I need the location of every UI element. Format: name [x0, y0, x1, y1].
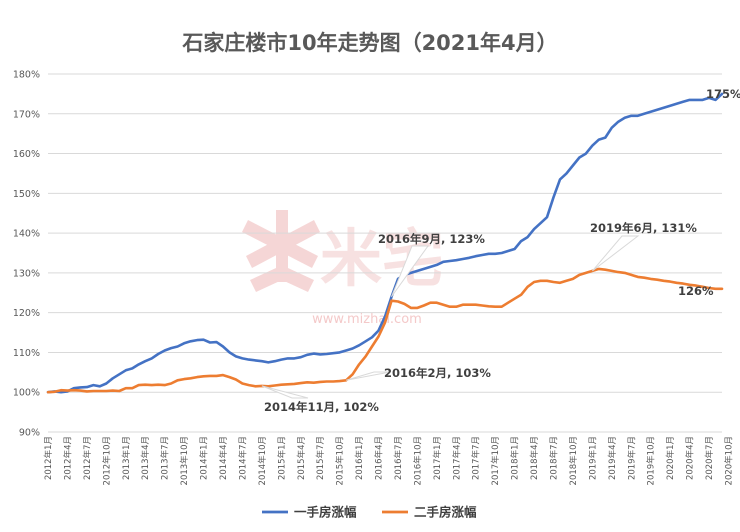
x-tick-label: 2012年10月 [101, 436, 112, 485]
x-tick-label: 2012年4月 [62, 436, 73, 480]
x-tick-label: 2017年4月 [451, 436, 462, 480]
x-tick-label: 2020年4月 [685, 436, 696, 480]
x-tick-label: 2017年10月 [490, 436, 501, 485]
annotation-label: 2016年9月, 123% [378, 232, 485, 246]
y-tick-label: 130% [13, 268, 40, 279]
y-tick-label: 120% [13, 308, 40, 319]
x-tick-label: 2015年4月 [296, 436, 307, 480]
y-axis-ticks: 90% 100% 110% 120% 130% 140% 150% 160% 170% 180% [13, 70, 40, 439]
x-tick-label: 2019年7月 [626, 436, 637, 480]
x-tick-label: 2014年7月 [237, 436, 248, 480]
annotation-label: 2019年6月, 131% [590, 221, 697, 235]
x-axis-ticks: 2012年1月 2012年4月 2012年7月 2012年10月 2013年1月 2013… [43, 436, 734, 485]
x-tick-label: 2013年10月 [179, 436, 190, 485]
series-line-1 [46, 92, 724, 394]
x-tick-label: 2018年7月 [549, 436, 560, 480]
y-tick-label: 180% [13, 70, 40, 81]
x-tick-label: 2015年1月 [276, 436, 287, 480]
annotation-label: 2016年2月, 103% [384, 366, 491, 380]
x-tick-label: 2019年1月 [587, 436, 598, 480]
annotation-label: 126% [678, 284, 714, 298]
x-tick-label: 2016年1月 [354, 436, 365, 480]
chart-title: 石家庄楼市10年走势图（2021年4月） [181, 31, 557, 55]
callout-pointer [391, 245, 429, 298]
x-tick-label: 2014年10月 [257, 436, 268, 485]
watermark-logo: 米宅 [242, 210, 444, 295]
x-tick-label: 2016年7月 [393, 436, 404, 480]
x-tick-label: 2013年7月 [160, 436, 171, 480]
y-tick-label: 90% [19, 428, 40, 439]
x-tick-label: 2012年7月 [82, 436, 93, 480]
x-tick-label: 2018年1月 [510, 436, 521, 480]
x-tick-label: 2017年1月 [432, 436, 443, 480]
annotations: 175% 126% 2016年9月, 123% 2019年6月, 131% 2016年2… [261, 87, 740, 414]
y-tick-label: 170% [13, 109, 40, 120]
x-tick-label: 2015年7月 [315, 436, 326, 480]
x-tick-label: 2019年10月 [646, 436, 657, 485]
legend-label: 二手房涨幅 [414, 505, 477, 520]
x-tick-label: 2017年7月 [471, 436, 482, 480]
x-tick-label: 2019年4月 [607, 436, 618, 480]
watermark-url: www.mizhai.com [312, 312, 422, 327]
legend-label: 一手房涨幅 [294, 505, 357, 520]
x-tick-label: 2020年7月 [704, 436, 715, 480]
series-lines [46, 92, 724, 394]
x-tick-label: 2016年4月 [374, 436, 385, 480]
y-tick-label: 150% [13, 189, 40, 200]
annotation-label: 2014年11月, 102% [264, 400, 379, 414]
y-tick-label: 140% [13, 229, 40, 240]
x-tick-label: 2014年1月 [199, 436, 210, 480]
annotation-label: 175% [706, 87, 740, 101]
y-tick-label: 160% [13, 149, 40, 160]
legend: 一手房涨幅 二手房涨幅 [262, 505, 477, 520]
x-tick-label: 2020年1月 [665, 436, 676, 480]
x-tick-label: 2020年10月 [723, 436, 734, 485]
y-tick-label: 110% [13, 348, 40, 359]
x-tick-label: 2013年4月 [140, 436, 151, 480]
x-tick-label: 2014年4月 [218, 436, 229, 480]
callout-pointer [261, 385, 309, 399]
svg-text:米宅: 米宅 [320, 222, 444, 295]
x-tick-label: 2018年4月 [529, 436, 540, 480]
callout-pointer [592, 235, 640, 272]
callout-pointer [345, 371, 391, 381]
gridlines [48, 73, 722, 433]
x-tick-label: 2013年1月 [121, 436, 132, 480]
series-line-2 [46, 267, 724, 394]
x-tick-label: 2012年1月 [43, 436, 54, 480]
y-tick-label: 100% [13, 388, 40, 399]
x-tick-label: 2015年10月 [335, 436, 346, 485]
x-tick-label: 2018年10月 [568, 436, 579, 485]
x-tick-label: 2016年10月 [412, 436, 423, 485]
